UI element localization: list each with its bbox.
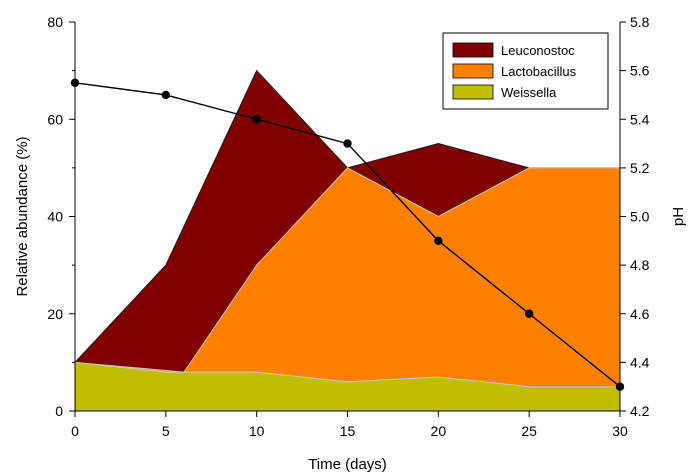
y2-axis-title: pH	[670, 207, 687, 226]
ph-line-group	[70, 78, 625, 391]
x-tick-label-25: 25	[521, 423, 537, 439]
y2-tick-label-5.4: 5.4	[630, 111, 650, 127]
y2-tick-label-4.4: 4.4	[630, 354, 650, 370]
area-layers	[74, 69, 621, 412]
y2-tick-label-5.8: 5.8	[630, 14, 650, 30]
x-tick-label-0: 0	[71, 423, 79, 439]
legend-swatch-leuconostoc	[452, 42, 494, 58]
y2-tick-label-5.6: 5.6	[630, 63, 650, 79]
legend-swatch-lactobacillus	[452, 63, 494, 79]
ph-point-20	[434, 236, 443, 246]
ph-point-25	[524, 309, 534, 318]
y-tick-label-40: 40	[47, 209, 63, 225]
legend-label-leuconostoc: Leuconostoc	[501, 43, 575, 58]
ph-point-15	[343, 139, 352, 148]
y2-tick-label-5.2: 5.2	[630, 160, 650, 176]
y2-tick-label-4.8: 4.8	[630, 257, 650, 273]
y-tick-label-0: 0	[55, 403, 63, 419]
y-tick-label-60: 60	[47, 111, 63, 127]
y-tick-label-20: 20	[47, 306, 63, 322]
y-axis-title: Relative abundance (%)	[14, 136, 31, 296]
ph-point-5	[161, 90, 171, 100]
x-tick-label-10: 10	[249, 423, 265, 439]
y2-tick-label-5.0: 5.0	[630, 209, 650, 225]
legend-label-weissella: Weissella	[501, 85, 557, 100]
legend: Leuconostoc Lactobacillus Weissella	[442, 32, 609, 110]
y2-tick-label-4.2: 4.2	[630, 403, 650, 419]
x-tick-label-5: 5	[162, 423, 170, 439]
x-tick-label-15: 15	[340, 423, 356, 439]
legend-label-lactobacillus: Lactobacillus	[501, 64, 577, 79]
x-tick-label-20: 20	[431, 423, 447, 439]
x-axis-title: Time (days)	[308, 456, 387, 473]
axes: 0 5 10 15 20 25 30 0 20 40 60 80 4.2 4.4 4.6 4.8 5.0 5.2 5…	[14, 14, 687, 473]
ph-point-10	[252, 115, 261, 124]
legend-swatch-weissella	[452, 84, 494, 100]
y2-tick-label-4.6: 4.6	[630, 306, 650, 322]
y-tick-label-80: 80	[47, 14, 63, 30]
x-tick-label-30: 30	[612, 423, 628, 439]
